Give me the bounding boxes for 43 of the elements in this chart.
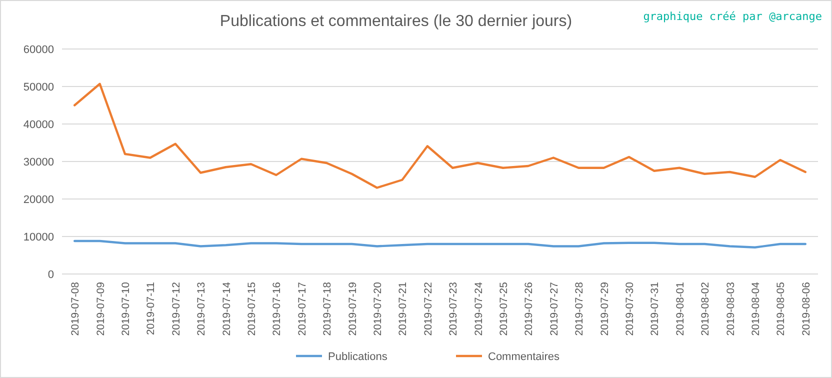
x-tick-label: 2019-07-23 (448, 282, 460, 336)
x-tick-label: 2019-07-14 (220, 282, 233, 336)
x-tick-label: 2019-08-02 (700, 282, 712, 336)
x-tick-label: 2019-07-28 (574, 282, 586, 336)
x-tick-label: 2019-07-08 (70, 282, 82, 336)
x-tick-label: 2019-08-04 (750, 282, 762, 336)
x-tick-label: 2019-07-21 (397, 282, 410, 336)
x-tick-label: 2019-07-30 (624, 282, 636, 336)
x-tick-label: 2019-07-29 (598, 282, 611, 336)
line-series (74, 240, 806, 248)
text: graphique créé par @arcange (643, 10, 822, 23)
x-tick-label: 2019-07-16 (271, 282, 284, 336)
x-tick-label: 2019-07-17 (296, 282, 308, 336)
x-tick-label: 2019-07-15 (246, 282, 258, 336)
x-tick-label: 2019-08-03 (724, 282, 737, 336)
line-series (74, 82, 806, 189)
x-tick-label: 2019-08-06 (800, 282, 812, 336)
x-tick-label: 2019-07-09 (94, 282, 107, 336)
legend-label: Commentaires (488, 350, 560, 363)
x-tick-label: 2019-07-10 (120, 282, 132, 336)
y-tick-label: 10000 (23, 231, 54, 244)
y-tick-label: 60000 (23, 44, 54, 56)
y-tick-label: 50000 (23, 81, 54, 94)
x-tick-label: 2019-07-27 (548, 282, 560, 336)
y-tick-label: 40000 (23, 118, 54, 131)
y-tick-label: 30000 (23, 156, 54, 168)
x-tick-label: 2019-08-01 (674, 282, 686, 336)
y-tick-label: 0 (48, 268, 54, 281)
chart-title: Publications et commentaires (le 30 dernier jours) (220, 13, 572, 30)
x-tick-label: 2019-07-11 (145, 282, 158, 335)
y-tick-label: 20000 (23, 194, 54, 206)
x-tick-label: 2019-07-25 (498, 282, 510, 336)
x-tick-label: 2019-07-19 (346, 282, 359, 336)
x-tick-label: 2019-07-12 (170, 282, 182, 336)
x-tick-label: 2019-07-22 (422, 282, 434, 336)
x-tick-label: 2019-07-24 (472, 282, 485, 336)
x-tick-label: 2019-08-05 (775, 282, 788, 336)
x-tick-label: 2019-07-26 (523, 282, 536, 336)
x-tick-label: 2019-07-31 (649, 282, 662, 336)
x-tick-label: 2019-07-18 (322, 282, 334, 336)
legend-label: Publications (328, 350, 388, 363)
x-tick-label: 2019-07-13 (196, 282, 208, 336)
x-tick-label: 2019-07-20 (372, 282, 384, 336)
